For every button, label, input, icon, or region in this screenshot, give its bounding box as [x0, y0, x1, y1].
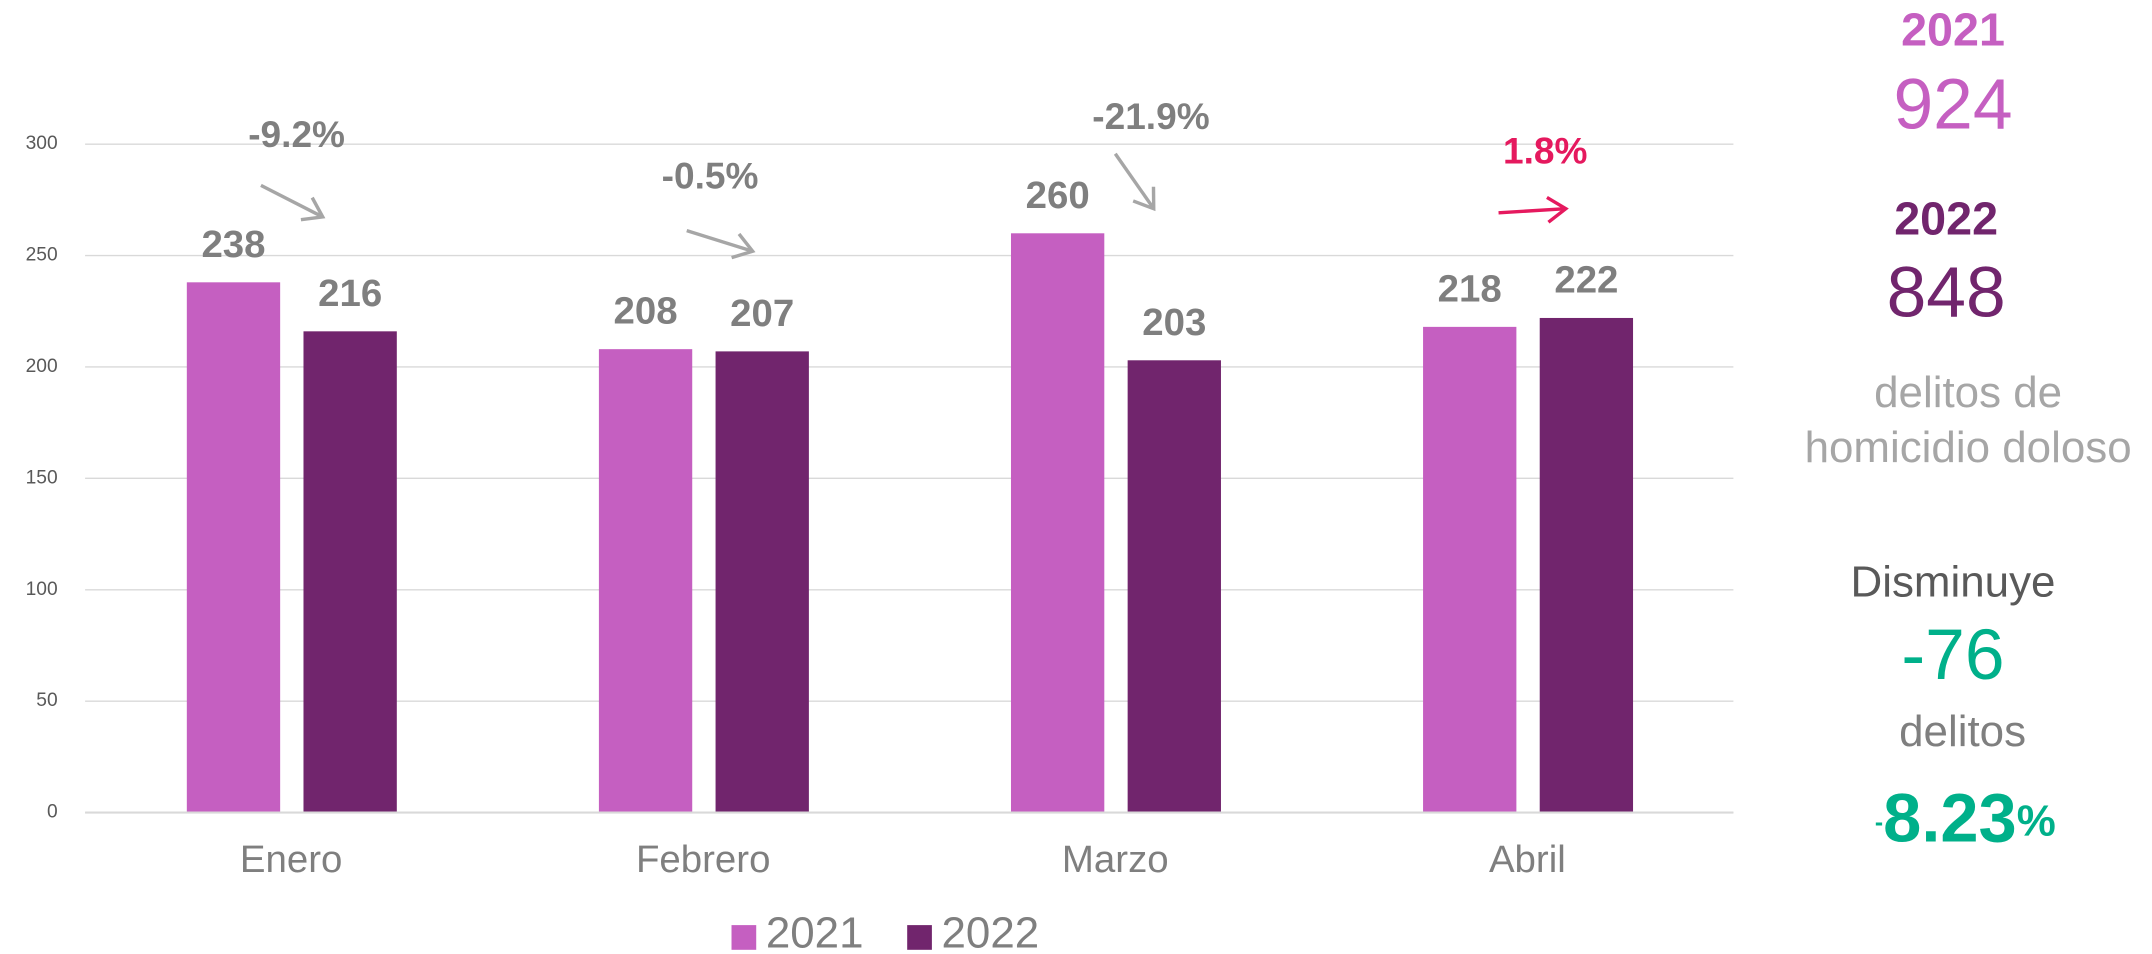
change-arrow-head: [1132, 186, 1156, 212]
legend-label: 2021: [766, 909, 864, 954]
percent-sign: -: [1875, 809, 1883, 836]
change-label: 1.8%: [1503, 130, 1587, 172]
year-a: 2021: [1901, 3, 2005, 55]
value-label: 238: [201, 223, 265, 266]
change-arrow-head: [731, 232, 756, 260]
bar: [715, 351, 809, 813]
bar: [598, 349, 693, 813]
bar: [186, 282, 281, 813]
total-a: 924: [1893, 65, 2012, 145]
value-label: 260: [1026, 174, 1090, 217]
x-tick-label: Marzo: [1062, 838, 1169, 881]
bar: [1127, 360, 1221, 813]
bar: [1010, 233, 1105, 813]
change-label: -9.2%: [248, 113, 345, 155]
x-tick-label: Abril: [1489, 838, 1566, 881]
legend-label: 2022: [942, 909, 1040, 954]
value-label: 216: [318, 272, 382, 315]
difference: -76: [1901, 615, 2004, 695]
y-tick-label: 300: [26, 133, 58, 154]
year-b: 2022: [1894, 193, 1998, 245]
change-arrow: [1113, 152, 1156, 210]
change-arrow: [686, 229, 754, 253]
y-tick-label: 200: [26, 356, 58, 377]
bar: [1423, 326, 1517, 813]
y-tick-label: 150: [26, 467, 58, 488]
description: homicidio doloso: [1805, 423, 2132, 472]
legend-swatch: [907, 925, 932, 950]
change-arrow-head: [300, 196, 326, 222]
value-label: 207: [730, 292, 794, 335]
value-label: 218: [1438, 267, 1502, 310]
change-label: -0.5%: [662, 154, 759, 196]
unit: delitos: [1899, 707, 2026, 756]
change-label: -21.9%: [1092, 95, 1209, 137]
percent-unit: %: [2017, 796, 2056, 845]
trend: Disminuye: [1851, 557, 2056, 606]
y-tick-label: 100: [26, 579, 58, 600]
change-arrow: [1498, 206, 1566, 215]
x-tick-label: Febrero: [636, 838, 770, 881]
percent-value: 8.23: [1883, 780, 2017, 857]
percent: -8.23%: [1875, 780, 2056, 857]
description: delitos de: [1874, 368, 2062, 417]
value-label: 222: [1554, 258, 1618, 301]
change-arrow-head: [1546, 195, 1569, 224]
legend-swatch: [731, 925, 757, 950]
change-arrow: [260, 183, 324, 219]
bar: [303, 331, 397, 813]
y-tick-label: 250: [26, 245, 58, 266]
y-tick-label: 0: [47, 802, 58, 823]
bar: [1539, 317, 1634, 813]
x-tick-label: Enero: [240, 838, 343, 881]
value-label: 203: [1142, 301, 1206, 344]
value-label: 208: [614, 290, 678, 333]
total-b: 848: [1887, 253, 2006, 333]
y-tick-label: 50: [36, 690, 57, 711]
